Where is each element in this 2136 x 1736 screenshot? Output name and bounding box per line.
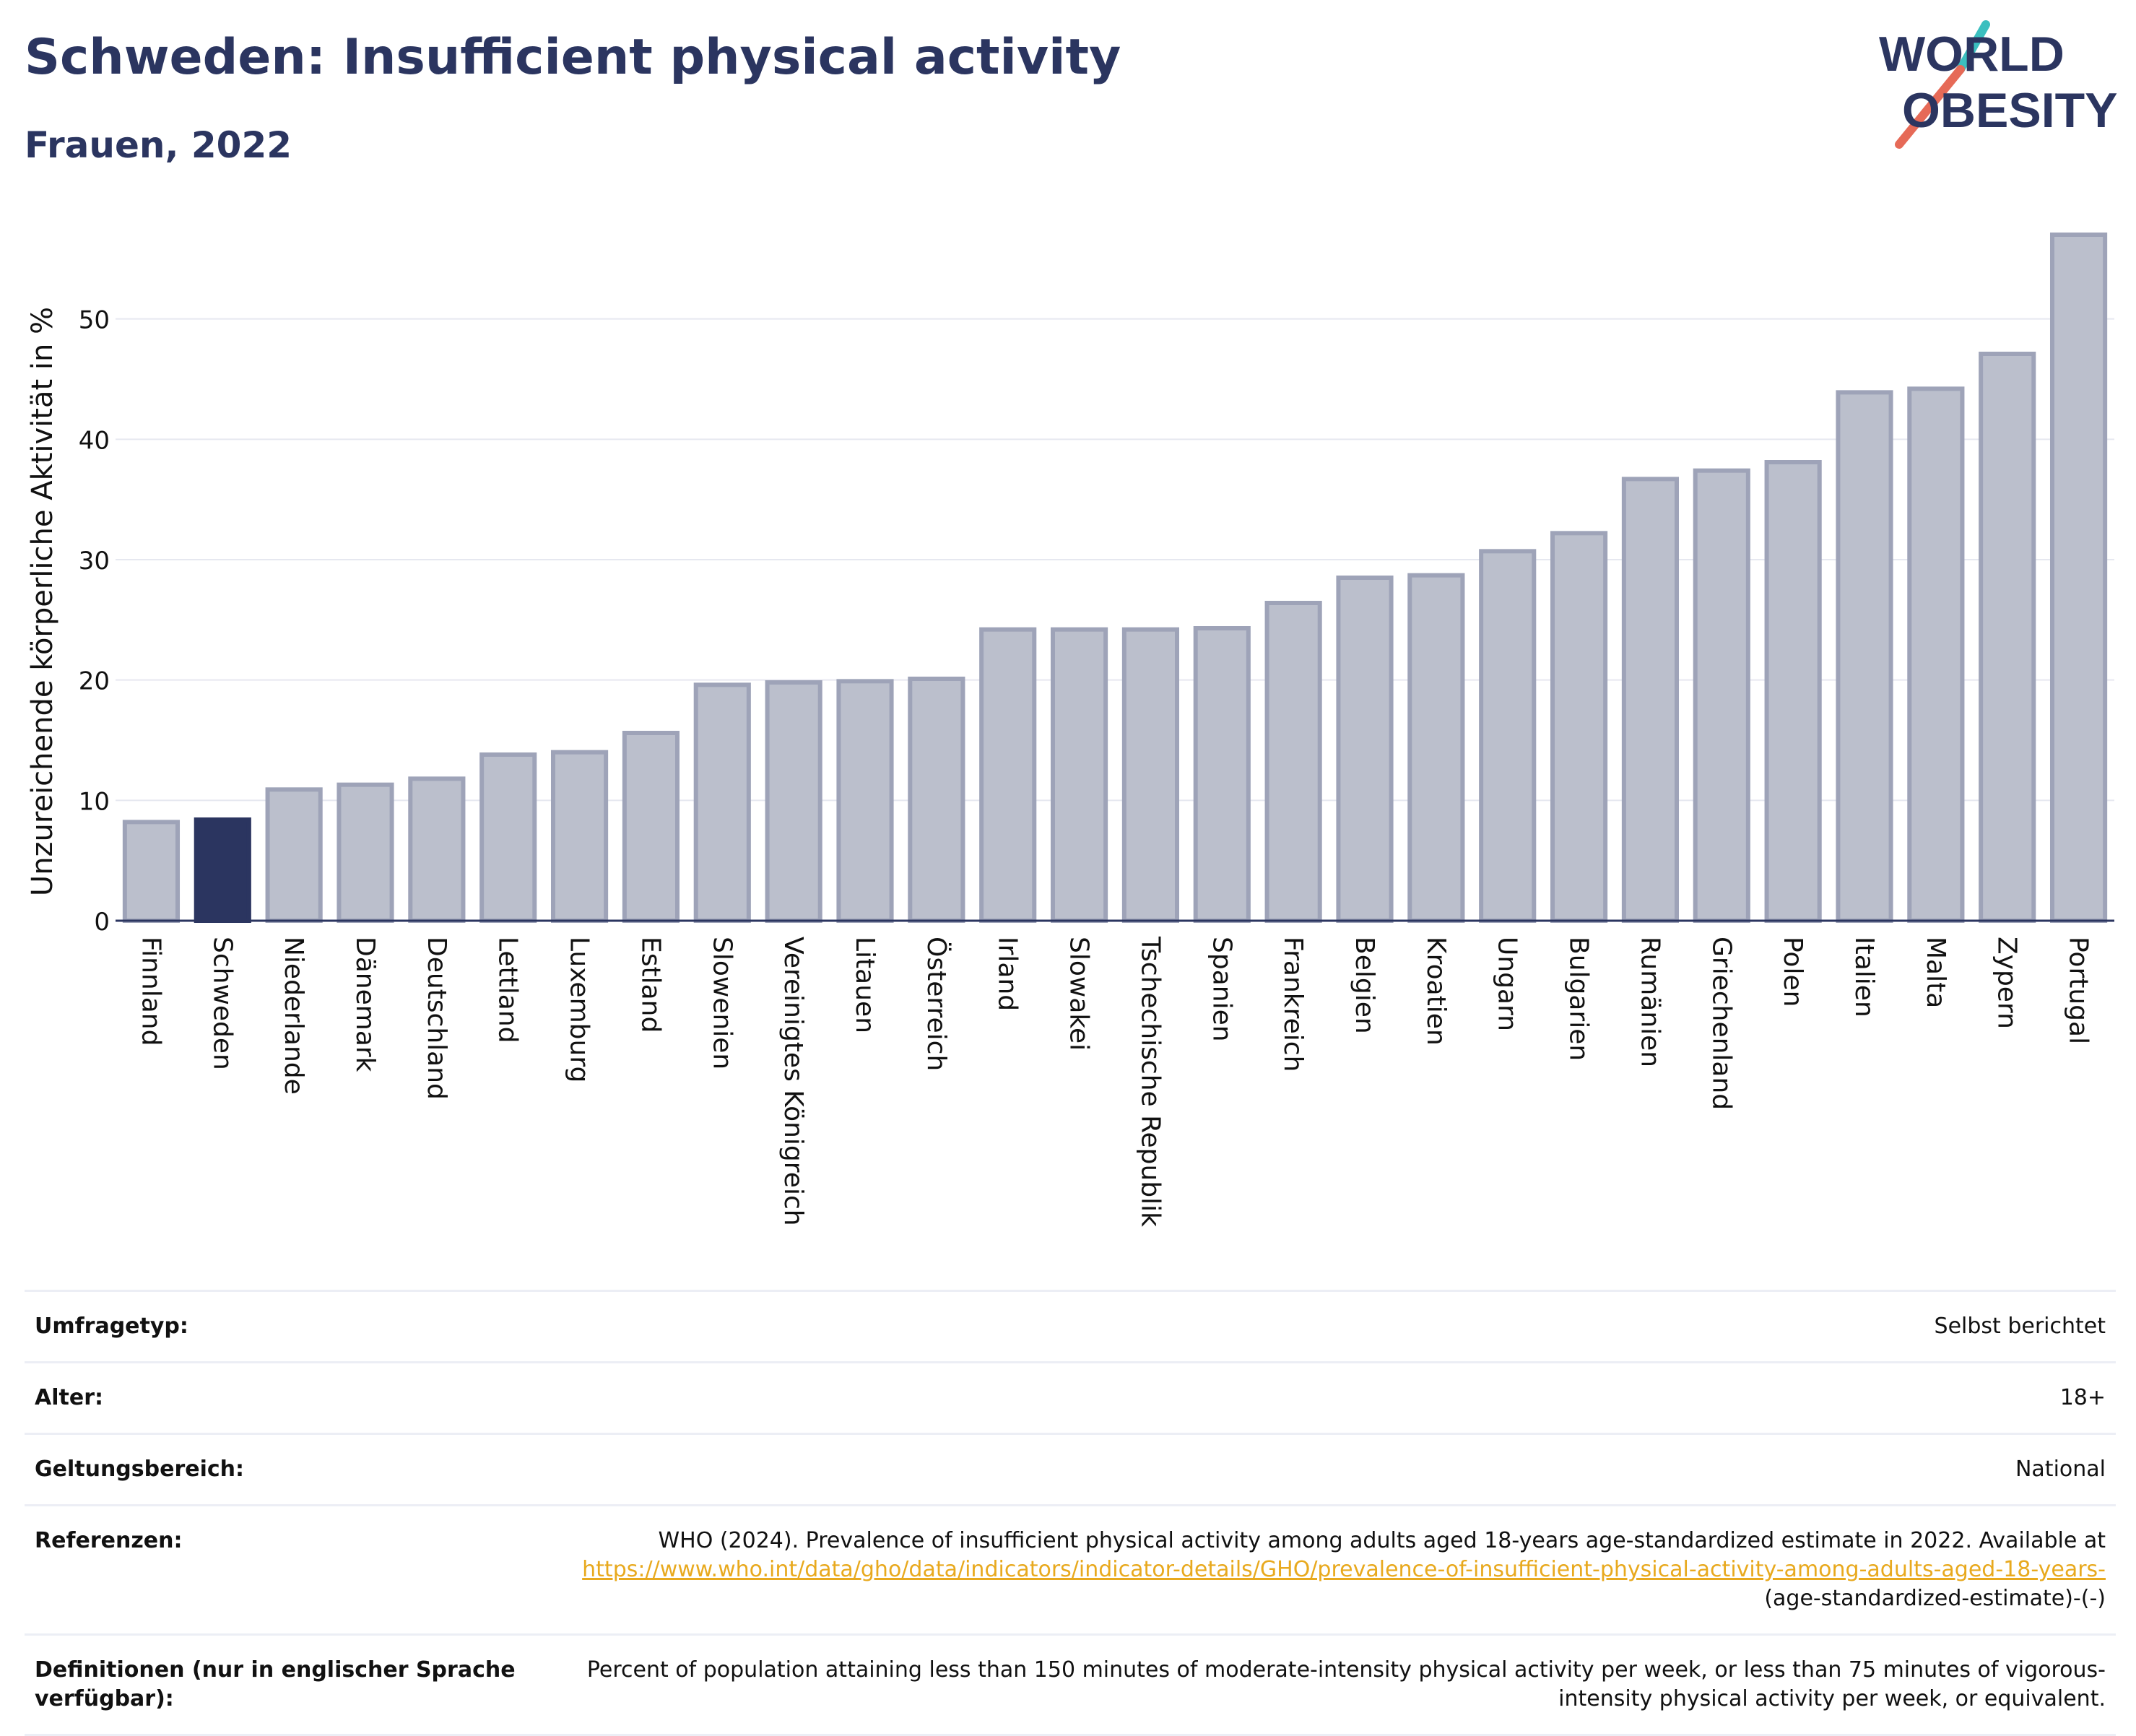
bar <box>1907 386 1965 923</box>
bar <box>765 680 822 923</box>
meta-key: Definitionen (nur in englischer Sprache … <box>35 1657 516 1711</box>
x-tick-label: Malta <box>1921 937 1950 1008</box>
y-tick-label: 50 <box>79 306 110 335</box>
x-tick-label: Dänemark <box>350 937 380 1072</box>
x-tick-label: Litauen <box>850 937 880 1033</box>
bar <box>265 787 323 924</box>
y-tick-label: 10 <box>79 787 110 816</box>
x-tick-label: Belgien <box>1350 937 1379 1034</box>
x-tick-label: Lettland <box>493 937 523 1043</box>
bar <box>1264 601 1322 923</box>
x-tick-label: Frankreich <box>1278 937 1308 1072</box>
x-tick-label: Bulgarien <box>1564 937 1594 1061</box>
bar <box>479 752 537 923</box>
bar <box>550 750 609 923</box>
x-tick-label: Kroatien <box>1421 937 1451 1046</box>
x-tick-label: Schweden <box>207 937 237 1070</box>
x-tick-label: Deutschland <box>422 937 451 1100</box>
meta-row-age: Alter: 18+ <box>25 1362 2116 1434</box>
x-tick-label: Italien <box>1849 937 1879 1017</box>
logo-coral-stroke <box>1895 65 1965 149</box>
x-tick-label: Vereinigtes Königreich <box>778 937 808 1226</box>
x-tick-label: Griechenland <box>1706 937 1736 1110</box>
x-tick-label: Spanien <box>1207 937 1236 1042</box>
world-obesity-logo: WORLD OBESITY <box>1879 20 2118 149</box>
y-axis-label: Unzureichende körperliche Aktivität in % <box>26 307 59 896</box>
x-tick-label: Tschechische Republik <box>1135 936 1165 1227</box>
meta-row-references: Referenzen: WHO (2024). Prevalence of in… <box>25 1505 2116 1635</box>
y-tick-label: 20 <box>79 667 110 696</box>
x-tick-label: Rumänien <box>1635 937 1664 1067</box>
bar <box>408 776 466 924</box>
meta-row-survey-type: Umfragetyp: Selbst berichtet <box>25 1290 2116 1363</box>
metadata-table: Umfragetyp: Selbst berichtet Alter: 18+ … <box>25 1290 2116 1736</box>
meta-key: Referenzen: <box>35 1528 183 1553</box>
x-tick-label: Portugal <box>2064 937 2093 1044</box>
y-tick-label: 0 <box>94 908 110 937</box>
logo-teal-stroke <box>1956 20 1990 74</box>
x-tick-label: Niederlande <box>279 937 308 1095</box>
meta-key: Alter: <box>35 1385 103 1410</box>
meta-row-definitions: Definitionen (nur in englischer Sprache … <box>25 1634 2116 1735</box>
bar <box>1479 549 1537 923</box>
bar <box>1121 627 1180 924</box>
bar <box>337 782 394 923</box>
meta-row-scope: Geltungsbereich: National <box>25 1433 2116 1506</box>
bar <box>1836 390 1893 923</box>
logo-text-world: WORLD <box>1879 27 2065 82</box>
bar <box>1764 460 1822 923</box>
x-tick-label: Irland <box>993 937 1023 1011</box>
bar <box>908 677 965 923</box>
bar <box>979 627 1037 924</box>
x-tick-label: Slowakei <box>1064 937 1094 1051</box>
bar <box>1621 477 1680 923</box>
bar <box>622 731 680 923</box>
reference-suffix: (age-standardized-estimate)-(-) <box>1764 1586 2106 1611</box>
meta-value: Selbst berichtet <box>1934 1314 2106 1339</box>
reference-text: WHO (2024). Prevalence of insufficient p… <box>658 1528 2106 1553</box>
x-tick-label: Slowenien <box>707 937 737 1069</box>
x-tick-label: Estland <box>635 937 665 1033</box>
meta-key: Geltungsbereich: <box>35 1457 245 1482</box>
bar <box>1693 468 1750 923</box>
y-tick-labels: 0 10 20 30 40 50 <box>79 306 110 937</box>
logo-text-obesity: OBESITY <box>1902 83 2118 138</box>
x-tick-label: Finnland <box>136 937 165 1046</box>
bar <box>1336 576 1394 923</box>
meta-value: National <box>2015 1457 2106 1482</box>
bar <box>2049 233 2108 923</box>
meta-value: 18+ <box>2059 1385 2106 1410</box>
y-tick-label: 30 <box>79 547 110 576</box>
x-tick-label: Ungarn <box>1493 937 1522 1031</box>
bars <box>122 233 2108 924</box>
bar <box>1550 531 1608 923</box>
x-tick-label: Österreich <box>921 937 952 1071</box>
bar <box>1979 352 2036 923</box>
x-tick-label: Polen <box>1778 937 1807 1007</box>
meta-value: Percent of population attaining less tha… <box>586 1657 2106 1711</box>
bar <box>122 820 181 924</box>
meta-value: WHO (2024). Prevalence of insufficient p… <box>550 1506 2116 1635</box>
x-tick-labels: Finnland Schweden Niederlande Dänemark Deuts… <box>136 936 2093 1227</box>
bar <box>1050 627 1108 924</box>
reference-link[interactable]: https://www.who.int/data/gho/data/indica… <box>582 1557 2106 1582</box>
x-tick-label: Zypern <box>1992 937 2022 1029</box>
bar-highlighted <box>194 817 251 923</box>
chart-title: Schweden: Insufficient physical activity <box>25 29 1121 86</box>
x-tick-label: Luxemburg <box>565 937 594 1082</box>
y-tick-label: 40 <box>79 426 110 455</box>
bar-chart: 0 10 20 30 40 50 Finnland Schweden Niederlande D… <box>26 233 2114 1227</box>
chart-subtitle: Frauen, 2022 <box>25 124 292 166</box>
bar <box>836 679 894 923</box>
bar <box>693 682 751 923</box>
meta-key: Umfragetyp: <box>35 1314 188 1339</box>
bar <box>1193 626 1251 923</box>
bar <box>1407 573 1465 924</box>
